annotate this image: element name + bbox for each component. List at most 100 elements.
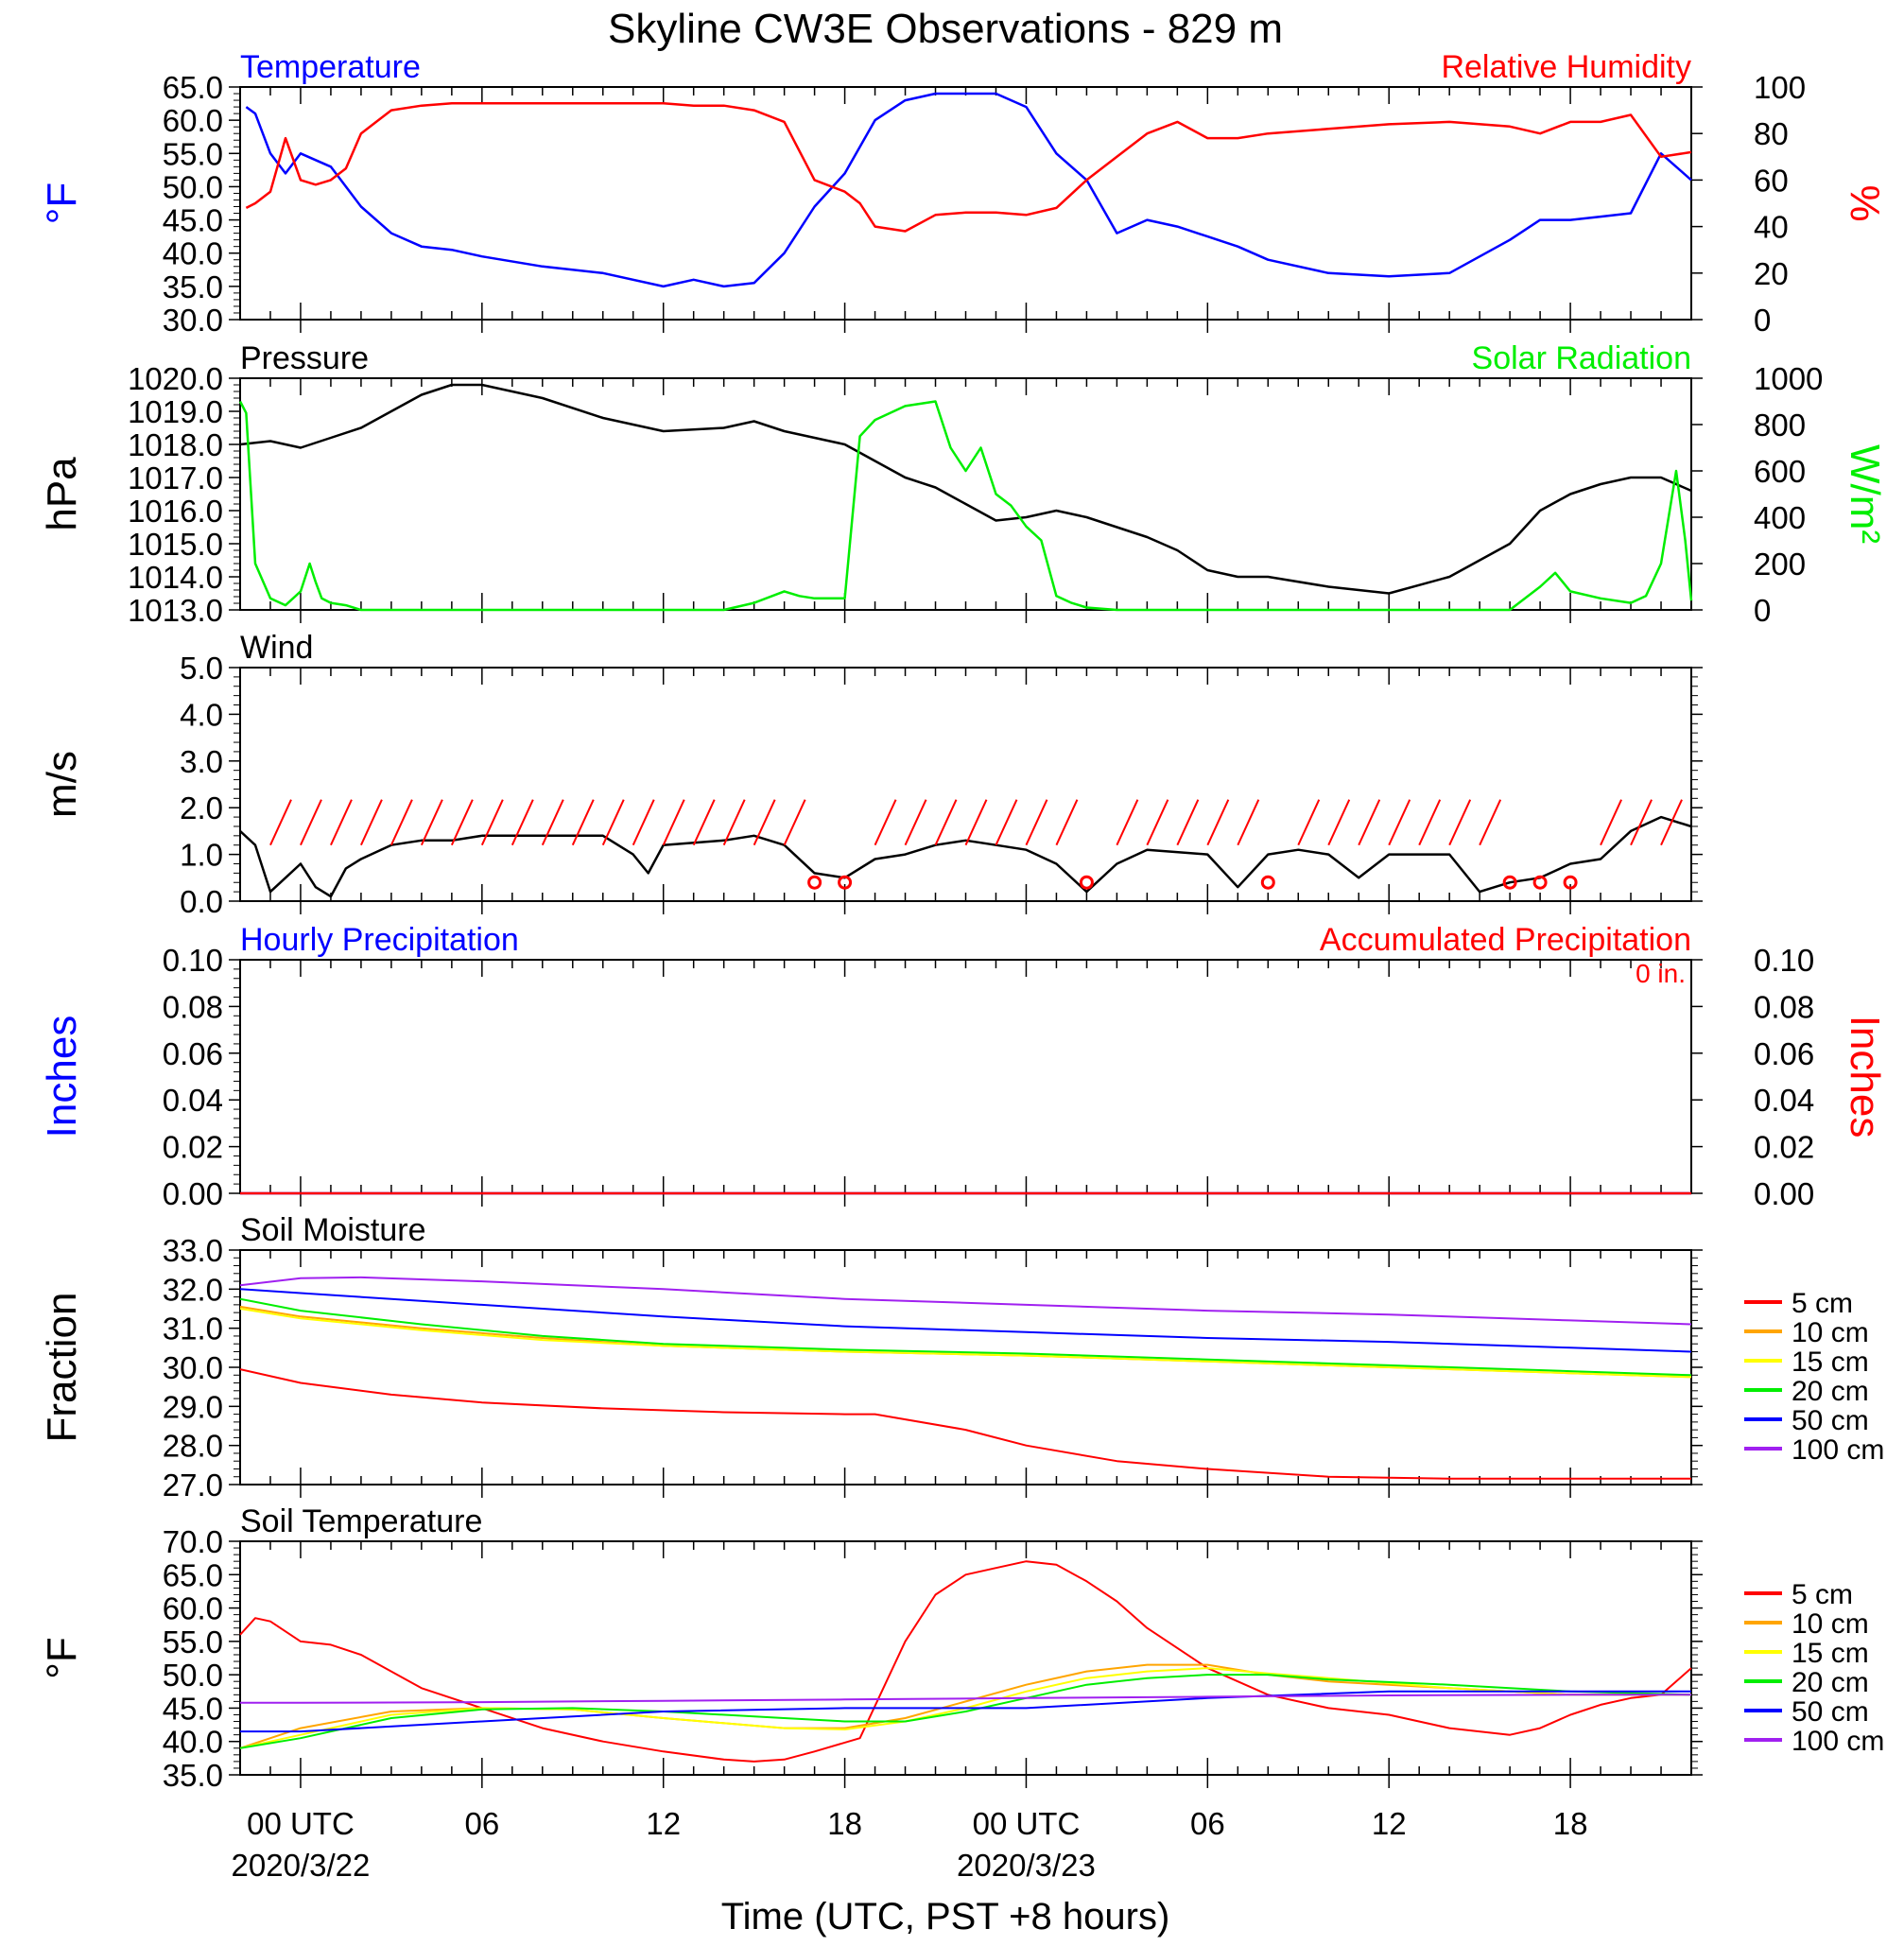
panel-title-right: Relative Humidity [1441,49,1691,85]
x-tick-date-label: 2020/3/22 [232,1848,371,1883]
y-tick-label-right: 1000 [1754,361,1823,396]
y-axis-title-left: Fraction [39,1293,85,1443]
wind-barb [1600,799,1622,846]
wind-barb [511,799,534,846]
series-line-15-cm [239,1308,1692,1379]
wind-barb [1660,799,1683,846]
panels-group: 30.035.040.045.050.055.060.065.002040608… [39,49,1888,1793]
y-tick-label-right: 0.00 [1754,1176,1814,1211]
y-tick-label-right: 200 [1754,547,1806,582]
y-tick-label-left: 4.0 [180,697,223,732]
y-tick-label-left: 30.0 [163,1350,223,1385]
y-axis-title-right: % [1842,184,1888,221]
legend-label: 20 cm [1791,1376,1869,1407]
series-line-100-cm [240,1694,1691,1704]
panel-title-left: Wind [240,630,313,666]
y-tick-label-left: 1016.0 [128,494,223,529]
wind-calm-marker [807,875,822,890]
precip-total-label: 0 in. [1636,959,1686,988]
y-tick-label-left: 0.02 [163,1130,223,1165]
series-line-pressure [239,383,1692,595]
legend-label: 20 cm [1791,1667,1869,1698]
wind-barb [269,799,292,846]
panel-title-left: Pressure [240,340,369,376]
y-tick-label-left: 45.0 [163,1691,223,1726]
series-line-50-cm [239,1288,1692,1353]
wind-calm-marker [1502,875,1517,890]
y-axis-title-left: °F [39,182,85,224]
legend-label: 5 cm [1791,1579,1853,1610]
panel-4: 0.00 0.02 0.04 0.06 0.08 0.10 0.00 0.02 0.04 0.06… [39,922,1888,1211]
y-tick-label-right: 100 [1754,70,1806,105]
wind-barb [1388,799,1411,846]
x-tick-label: 06 [464,1806,499,1841]
panel-frame [239,959,1692,1194]
wind-barb [1237,799,1260,846]
wind-barb [995,799,1018,846]
y-tick-label-left: 50.0 [163,1658,223,1693]
wind-barb [753,799,776,846]
y-tick-label-right: 600 [1754,454,1806,489]
panel-3: 0.0 1.0 2.0 3.0 4.0 5.0 Wind m/s [39,630,1703,919]
series-line-temperature [245,92,1692,288]
y-tick-label-left: 33.0 [163,1233,223,1268]
series-line-5-cm [239,1368,1691,1480]
wind-barb [1176,799,1200,846]
series-line-100-cm [239,1276,1692,1326]
x-tick-label: 12 [1372,1806,1407,1841]
y-tick-label-right: 60 [1754,163,1789,198]
y-tick-label-right: 0.04 [1754,1083,1814,1118]
y-tick-label-left: 0.00 [163,1176,223,1211]
y-axis-title-left: Inches [39,1016,85,1138]
series-line-20-cm [239,1674,1692,1749]
y-tick-label-left: 0.10 [163,943,223,978]
y-tick-label-left: 40.0 [163,1725,223,1760]
y-axis-title-right: Inches [1842,1016,1888,1138]
y-axis-title-left: hPa [39,457,85,531]
x-tick-label: 06 [1190,1806,1225,1841]
wind-barb [662,799,685,846]
series-line-10-cm [239,1663,1691,1749]
legend-label: 15 cm [1791,1347,1869,1378]
y-tick-label-left: 1013.0 [128,593,223,628]
wind-barb [389,799,413,846]
wind-barb [1025,799,1048,846]
wind-barb [541,799,564,846]
x-tick-label: 00 UTC [247,1806,355,1841]
panel-2: 1013.01014.01015.01016.01017.01018.01019… [39,340,1888,628]
x-tick-label: 18 [827,1806,862,1841]
y-tick-label-left: 1.0 [180,838,223,873]
legend-label: 50 cm [1791,1696,1869,1728]
wind-calm-marker [1260,875,1275,890]
y-tick-label-left: 1019.0 [128,394,223,429]
legend-label: 50 cm [1791,1405,1869,1436]
y-tick-label-left: 1015.0 [128,527,223,562]
wind-barb [330,799,353,846]
wind-barb [692,799,716,846]
panel-1: 30.035.040.045.050.055.060.065.0 0 20 40 60 8… [39,49,1888,338]
y-tick-label-left: 0.06 [163,1036,223,1071]
y-tick-label-right: 0 [1754,593,1771,628]
y-tick-label-right: 0.06 [1754,1036,1814,1071]
y-axis-title-left: °F [39,1637,85,1678]
y-tick-label-left: 28.0 [163,1429,223,1464]
y-axis-title-left: m/s [39,751,85,818]
series-line-5-cm [239,1560,1692,1763]
y-tick-label-right: 0 [1754,303,1771,338]
y-tick-label-left: 0.0 [180,884,223,919]
y-tick-label-left: 60.0 [163,1591,223,1626]
legend-label: 10 cm [1791,1317,1869,1348]
x-tick-label: 12 [646,1806,681,1841]
panel-frame [239,377,1692,611]
legend-label: 5 cm [1791,1288,1853,1319]
x-axis-labels: 00 UTC 2020/3/22 06 12 18 00 UTC 2020/3/23 06 12… [232,1806,1588,1883]
wind-barb [1358,799,1381,846]
y-tick-label-right: 80 [1754,116,1789,151]
y-tick-label-right: 0.08 [1754,989,1814,1024]
y-tick-label-left: 45.0 [163,203,223,238]
y-tick-label-left: 3.0 [180,744,223,779]
y-tick-label-right: 0.10 [1754,943,1814,978]
y-tick-label-right: 40 [1754,210,1789,245]
wind-barb [722,799,746,846]
